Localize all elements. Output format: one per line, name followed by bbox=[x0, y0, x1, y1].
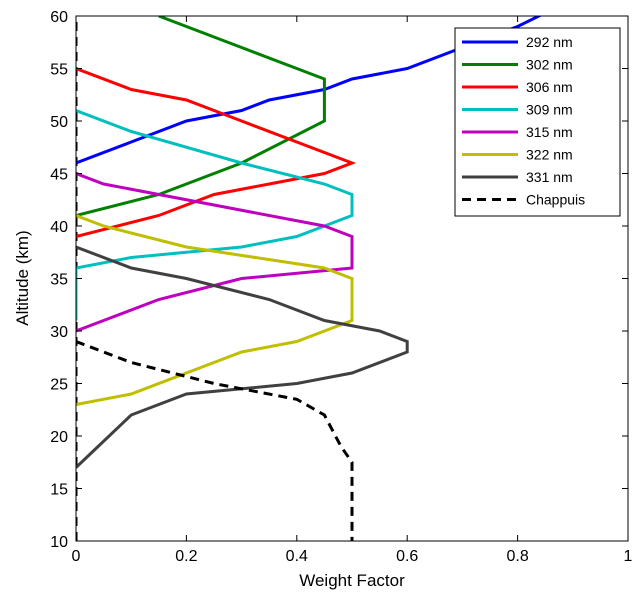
series-line-chappuis bbox=[76, 340, 354, 541]
y-tick-label: 15 bbox=[50, 482, 68, 499]
x-axis-label: Weight Factor bbox=[299, 571, 405, 590]
legend-label: 322 nm bbox=[526, 147, 573, 163]
series-layer bbox=[76, 16, 543, 541]
series-line-315-nm bbox=[76, 172, 354, 333]
y-tick-label: 60 bbox=[50, 9, 68, 26]
legend-label: 331 nm bbox=[526, 169, 573, 185]
legend: 292 nm 302 nm 306 nm 309 nm 315 nm 322 nm 331 … bbox=[454, 27, 621, 217]
y-axis-label: Altitude (km) bbox=[13, 230, 32, 325]
legend-label: 309 nm bbox=[526, 102, 573, 118]
tick-layer: 0 0.2 0.4 0.6 0.8 1 10 15 20 25 30 35 40 45 50 55 60 bbox=[50, 9, 632, 565]
y-tick-label: 40 bbox=[50, 219, 68, 236]
series-line-322-nm bbox=[76, 214, 354, 406]
series-line-331-nm bbox=[76, 245, 409, 469]
legend-label: Chappuis bbox=[526, 192, 585, 208]
y-tick-label: 25 bbox=[50, 377, 68, 394]
legend-label: 306 nm bbox=[526, 79, 573, 95]
y-tick-label: 35 bbox=[50, 272, 68, 289]
y-tick-label: 50 bbox=[50, 114, 68, 131]
x-tick-label: 0 bbox=[72, 548, 81, 565]
legend-label: 302 nm bbox=[526, 57, 573, 73]
x-tick-label: 1 bbox=[624, 548, 633, 565]
y-tick-label: 45 bbox=[50, 167, 68, 184]
x-tick-label: 0.2 bbox=[175, 548, 197, 565]
legend-box bbox=[454, 27, 621, 217]
x-tick-label: 0.6 bbox=[396, 548, 418, 565]
legend-label: 315 nm bbox=[526, 124, 573, 140]
x-tick-label: 0.8 bbox=[506, 548, 528, 565]
legend-label: 292 nm bbox=[526, 34, 573, 50]
x-tick-label: 0.4 bbox=[286, 548, 308, 565]
y-tick-label: 55 bbox=[50, 62, 68, 79]
y-tick-label: 20 bbox=[50, 429, 68, 446]
y-tick-label: 30 bbox=[50, 324, 68, 341]
y-tick-label: 10 bbox=[50, 534, 68, 551]
